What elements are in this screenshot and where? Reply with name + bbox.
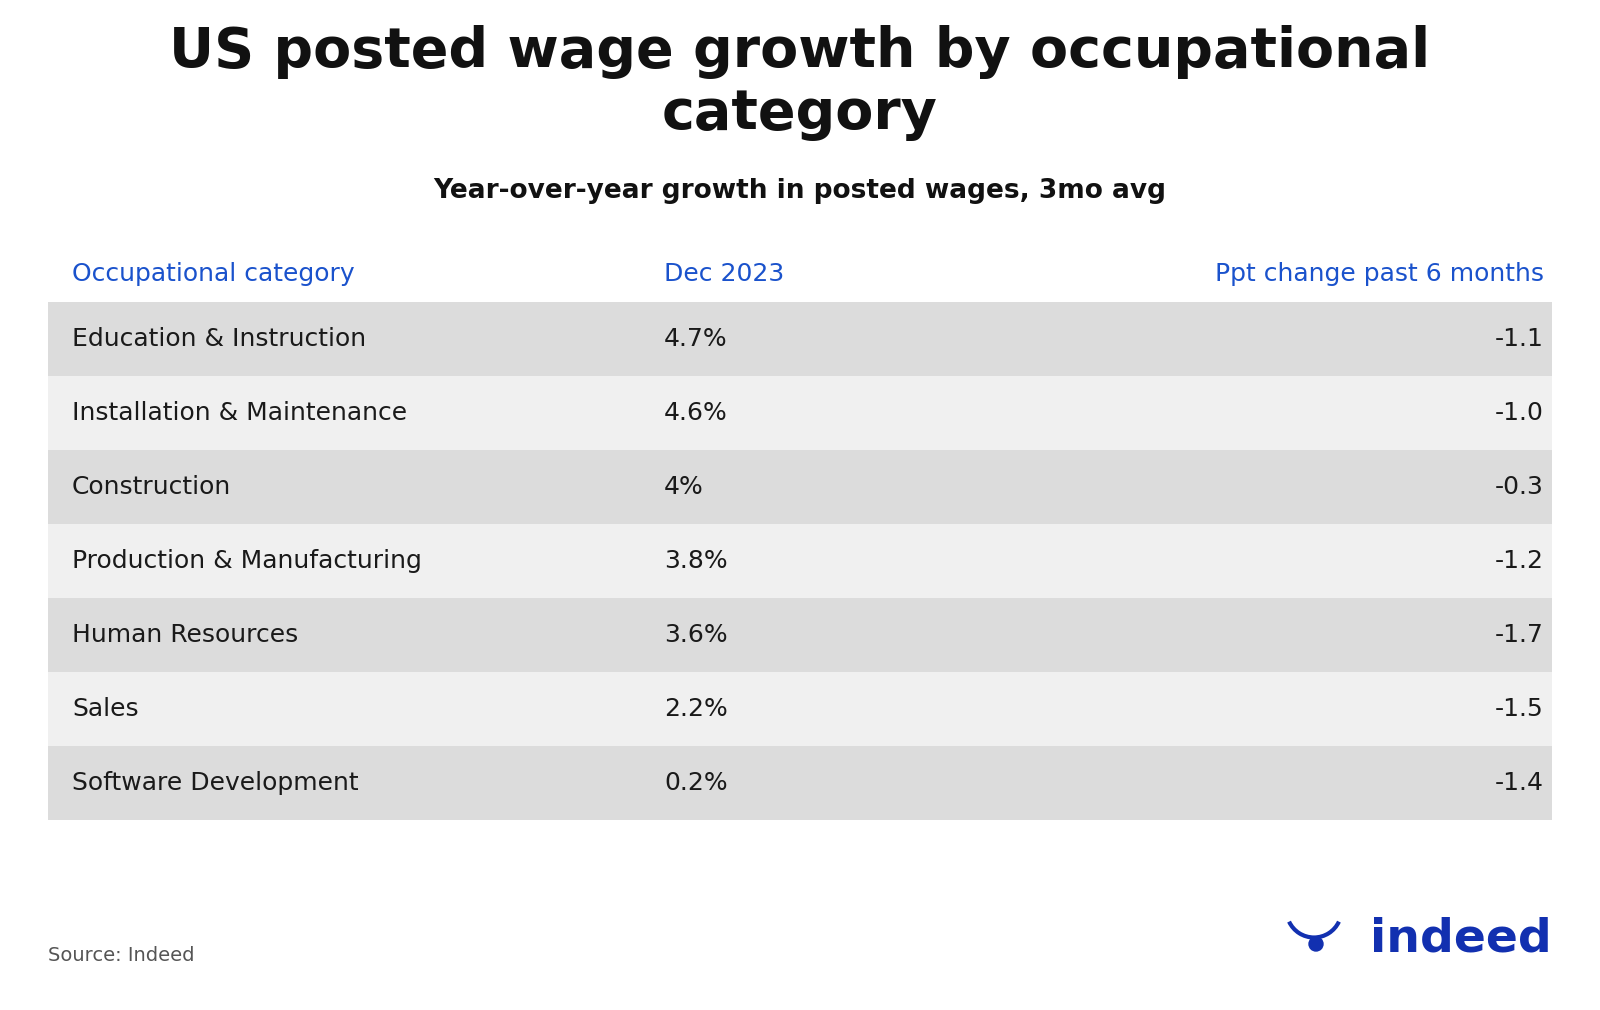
Text: -1.4: -1.4 — [1494, 771, 1544, 795]
Circle shape — [1309, 937, 1323, 951]
Text: Construction: Construction — [72, 475, 232, 499]
Text: 3.8%: 3.8% — [664, 549, 728, 573]
Bar — [48, 672, 1552, 746]
Text: -1.1: -1.1 — [1494, 327, 1544, 351]
Text: -0.3: -0.3 — [1494, 475, 1544, 499]
Text: US posted wage growth by occupational
category: US posted wage growth by occupational ca… — [170, 25, 1430, 141]
Text: Year-over-year growth in posted wages, 3mo avg: Year-over-year growth in posted wages, 3… — [434, 178, 1166, 204]
Text: 4%: 4% — [664, 475, 704, 499]
Bar — [48, 376, 1552, 450]
Text: -1.7: -1.7 — [1494, 623, 1544, 647]
Text: Software Development: Software Development — [72, 771, 358, 795]
Bar — [48, 302, 1552, 376]
Text: Human Resources: Human Resources — [72, 623, 298, 647]
Text: 3.6%: 3.6% — [664, 623, 728, 647]
Text: Installation & Maintenance: Installation & Maintenance — [72, 401, 406, 425]
Text: Occupational category: Occupational category — [72, 262, 355, 286]
Bar — [48, 450, 1552, 524]
Bar — [48, 598, 1552, 672]
Bar — [48, 524, 1552, 598]
Text: 0.2%: 0.2% — [664, 771, 728, 795]
Text: indeed: indeed — [1370, 917, 1552, 962]
Text: 4.7%: 4.7% — [664, 327, 728, 351]
Text: -1.5: -1.5 — [1496, 697, 1544, 721]
Text: Production & Manufacturing: Production & Manufacturing — [72, 549, 422, 573]
Text: Dec 2023: Dec 2023 — [664, 262, 784, 286]
Text: 2.2%: 2.2% — [664, 697, 728, 721]
Bar — [48, 746, 1552, 820]
Text: Source: Indeed: Source: Indeed — [48, 946, 195, 965]
Text: Ppt change past 6 months: Ppt change past 6 months — [1214, 262, 1544, 286]
Text: -1.0: -1.0 — [1494, 401, 1544, 425]
Text: 4.6%: 4.6% — [664, 401, 728, 425]
Text: Education & Instruction: Education & Instruction — [72, 327, 366, 351]
Text: -1.2: -1.2 — [1494, 549, 1544, 573]
Text: Sales: Sales — [72, 697, 139, 721]
